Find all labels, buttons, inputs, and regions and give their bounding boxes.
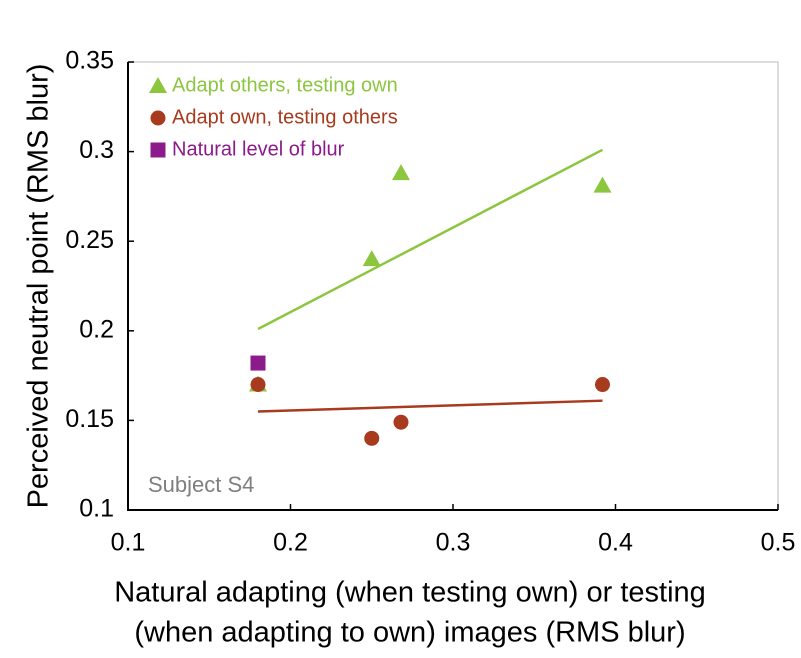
legend-text: Adapt own, testing others [172,106,398,128]
y-tick-label: 0.15 [65,405,114,433]
legend-marker [149,77,167,93]
annotation: Subject S4 [148,472,254,497]
y-tick-label: 0.3 [79,136,114,164]
marker-circle [364,430,380,446]
x-tick-label: 0.4 [598,529,633,557]
y-axis-title: Perceived neutral point (RMS blur) [23,64,55,509]
fit-line [257,148,604,331]
x-tick-label: 0.3 [436,529,471,557]
y-tick-label: 0.1 [79,495,114,523]
fit-line [257,399,603,413]
y-tick-label: 0.2 [79,315,114,343]
marker-triangle [362,250,381,267]
legend-marker [150,110,166,126]
marker-triangle [593,176,612,193]
x-tick-label: 0.1 [111,529,146,557]
marker-circle [250,377,266,393]
legend-text: Natural level of blur [172,138,345,160]
marker-square [250,355,266,371]
marker-triangle [392,164,410,181]
x-axis-title: (when adapting to own) images (RMS blur) [134,617,685,649]
y-tick-label: 0.35 [65,47,114,75]
marker-circle [595,377,610,393]
legend-marker [150,142,166,158]
legend-text: Adapt others, testing own [172,74,398,96]
x-tick-label: 0.5 [761,529,796,557]
marker-circle [393,414,409,430]
plot-frame [127,61,779,511]
x-tick-label: 0.2 [273,529,308,557]
x-axis-title: Natural adapting (when testing own) or t… [114,577,706,609]
y-tick-label: 0.25 [65,226,114,254]
